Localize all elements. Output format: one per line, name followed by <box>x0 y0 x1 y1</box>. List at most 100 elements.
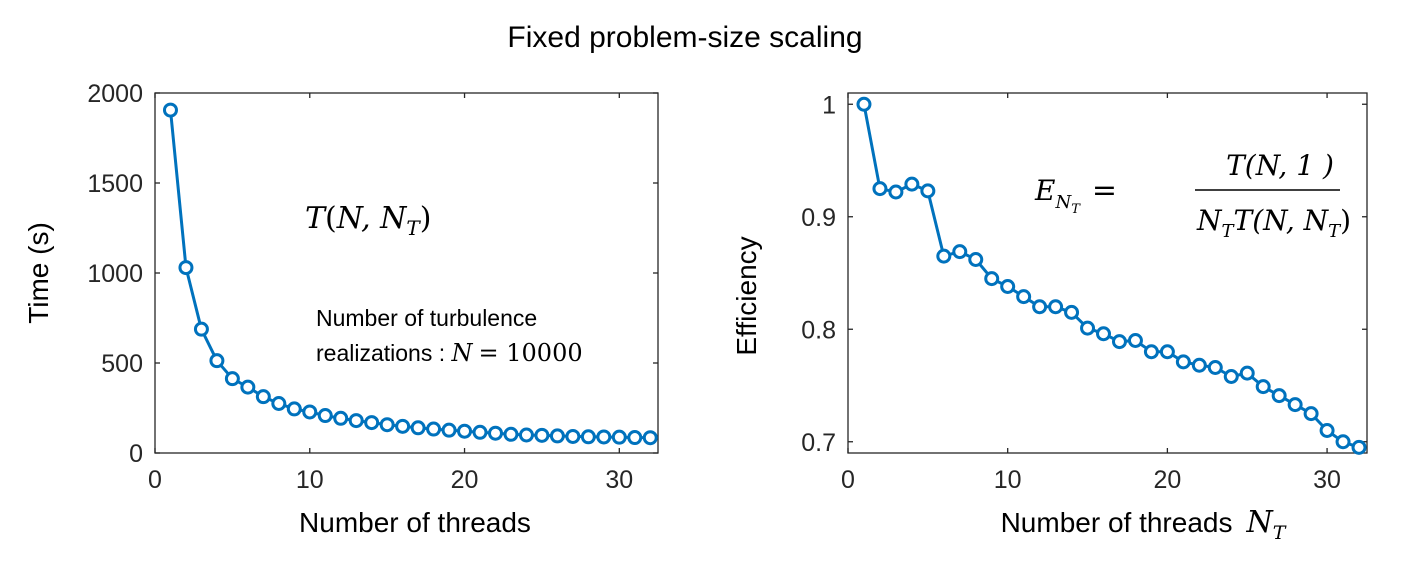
left-data-point-28 <box>580 429 596 445</box>
right-data-point-2 <box>872 181 888 197</box>
right-data-point-12 <box>1032 299 1048 315</box>
right-data-point-4 <box>904 176 920 192</box>
left-data-point-14 <box>364 415 380 431</box>
right-data-point-3 <box>888 184 904 200</box>
left-data-point-18 <box>426 421 442 437</box>
figure-title: Fixed problem-size scaling <box>507 21 862 54</box>
left-data-point-25 <box>534 427 550 443</box>
left-y-tick-label-0: 0 <box>129 440 143 468</box>
left-x-tick-label-0: 0 <box>148 466 162 494</box>
right-x-tick-label-0: 0 <box>841 466 855 494</box>
left-note-line2: realizations : N = 10000 <box>316 339 583 367</box>
left-formula: T(N, NT) <box>305 201 431 240</box>
left-data-point-11 <box>317 408 333 424</box>
right-y-tick-label-0: 0.7 <box>801 429 836 457</box>
right-x-ticks: 0 10 20 30 <box>841 93 1341 494</box>
right-data-point-8 <box>968 252 984 267</box>
left-data-point-31 <box>627 430 643 446</box>
left-y-axis-label: Time (s) <box>23 222 54 324</box>
right-data-point-29 <box>1303 406 1319 422</box>
right-data-point-25 <box>1239 365 1255 381</box>
right-plot-frame <box>847 92 1368 454</box>
left-data-point-27 <box>565 428 581 444</box>
left-data-point-23 <box>503 426 519 442</box>
left-y-tick-label-4: 2000 <box>87 80 143 108</box>
right-data-point-18 <box>1127 333 1143 348</box>
left-data-point-24 <box>518 427 534 443</box>
left-x-tick-label-3: 30 <box>605 466 633 494</box>
left-data-point-26 <box>549 428 565 444</box>
right-data-point-32 <box>1351 439 1367 455</box>
right-data-point-23 <box>1207 360 1223 375</box>
left-data-point-2 <box>178 260 194 276</box>
right-series-efficiency <box>856 96 1367 455</box>
left-x-ticks: 0 10 20 30 <box>148 93 633 494</box>
right-data-point-5 <box>920 183 936 199</box>
left-y-tick-label-3: 1500 <box>87 170 143 198</box>
left-data-point-6 <box>240 379 256 395</box>
left-data-point-5 <box>224 371 240 387</box>
left-data-point-30 <box>611 429 627 445</box>
left-data-point-15 <box>379 417 395 433</box>
left-data-point-16 <box>395 418 411 434</box>
left-panel: 0 10 20 30 0 500 1000 1500 2000 Number of threa… <box>23 80 659 538</box>
right-data-point-9 <box>984 271 1000 287</box>
right-data-point-26 <box>1255 379 1271 395</box>
right-data-point-15 <box>1080 320 1096 336</box>
right-formula-denominator: NTT(N, NT) <box>1196 204 1351 242</box>
right-data-point-28 <box>1287 397 1303 413</box>
right-data-point-22 <box>1191 357 1207 373</box>
left-data-point-13 <box>348 413 364 429</box>
right-formula: ENT= T(N, 1 ) NTT(N, NT) <box>1034 149 1351 242</box>
right-y-ticks: 0.7 0.8 0.9 1 <box>801 91 1367 457</box>
right-data-point-17 <box>1111 334 1127 350</box>
left-data-point-8 <box>271 396 287 411</box>
right-data-point-1 <box>856 96 872 112</box>
left-series-time <box>162 102 658 446</box>
right-data-point-21 <box>1175 354 1191 370</box>
right-y-tick-label-3: 1 <box>822 91 836 119</box>
left-data-point-20 <box>457 423 473 439</box>
right-data-point-27 <box>1271 388 1287 404</box>
left-data-point-12 <box>333 410 349 426</box>
right-data-point-11 <box>1016 289 1032 305</box>
left-plot-frame <box>154 92 659 454</box>
left-data-point-10 <box>302 404 318 420</box>
right-data-point-6 <box>936 248 952 264</box>
right-y-tick-label-2: 0.9 <box>801 204 836 232</box>
left-data-point-7 <box>255 389 271 405</box>
right-data-point-24 <box>1223 369 1239 384</box>
right-data-point-31 <box>1335 434 1351 450</box>
left-x-tick-label-2: 20 <box>451 466 479 494</box>
right-data-point-10 <box>1000 279 1016 294</box>
right-formula-lhs: ENT= <box>1034 173 1117 217</box>
left-data-point-4 <box>209 353 225 369</box>
left-data-point-21 <box>472 424 488 440</box>
right-data-point-7 <box>952 244 968 260</box>
left-y-tick-label-2: 1000 <box>87 260 143 288</box>
left-data-point-17 <box>410 420 426 436</box>
left-y-tick-label-1: 500 <box>101 350 143 378</box>
left-data-point-32 <box>642 430 658 446</box>
right-x-tick-label-2: 20 <box>1153 466 1181 494</box>
right-data-point-19 <box>1143 344 1159 360</box>
right-panel: 0 10 20 30 0.7 0.8 0.9 1 Number of threads NT E… <box>731 91 1368 544</box>
right-y-tick-label-1: 0.8 <box>801 316 836 344</box>
right-data-point-14 <box>1064 304 1080 320</box>
right-x-axis-label: Number of threads NT <box>1001 505 1287 544</box>
right-x-tick-label-1: 10 <box>994 466 1022 494</box>
right-data-point-20 <box>1159 344 1175 360</box>
right-y-axis-label: Efficiency <box>731 236 762 355</box>
left-x-axis-label: Number of threads <box>299 507 531 538</box>
left-data-point-3 <box>193 321 209 337</box>
right-x-tick-label-3: 30 <box>1313 466 1341 494</box>
left-data-point-1 <box>162 102 178 118</box>
left-x-tick-label-1: 10 <box>296 466 324 494</box>
right-data-point-30 <box>1319 423 1335 438</box>
left-y-ticks: 0 500 1000 1500 2000 <box>87 80 658 468</box>
left-note-line1: Number of turbulence <box>316 305 537 331</box>
left-data-point-9 <box>286 401 302 417</box>
left-data-point-29 <box>596 429 612 445</box>
right-formula-numerator: T(N, 1 ) <box>1226 149 1334 182</box>
